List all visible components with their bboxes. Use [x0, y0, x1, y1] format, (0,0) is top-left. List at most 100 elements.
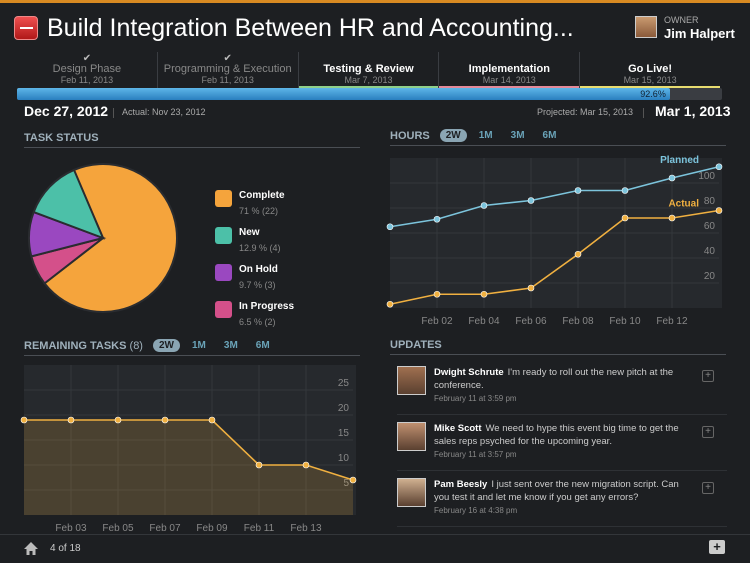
phase-name: Design Phase — [52, 63, 122, 75]
end-date: Mar 1, 2013 — [655, 103, 731, 119]
range-2w[interactable]: 2W — [152, 339, 180, 352]
range-3m[interactable]: 3M — [510, 130, 525, 141]
data-point[interactable] — [255, 461, 263, 469]
update-author[interactable]: Pam Beesly — [434, 479, 488, 490]
updates-title: UPDATES — [390, 339, 442, 351]
data-point[interactable] — [527, 284, 535, 292]
owner-label: OWNER — [664, 15, 699, 25]
series-line — [389, 165, 720, 228]
range-1m[interactable]: 1M — [478, 130, 493, 141]
pie-legend: Complete 71 % (22) New 12.9 % (4) On Hold 9.7… — [215, 190, 294, 338]
phase-tab[interactable]: ✔ Programming & Execution Feb 11, 2013 — [158, 52, 299, 88]
update-author[interactable]: Mike Scott — [434, 423, 482, 434]
legend-item: In Progress 6.5 % (2) — [215, 301, 294, 330]
update-item: Mike Scott We need to hype this event big… — [397, 422, 727, 471]
pie-slice-complete[interactable] — [43, 163, 178, 313]
data-point[interactable] — [433, 290, 441, 298]
home-icon[interactable] — [23, 541, 39, 556]
update-author[interactable]: Dwight Schrute — [434, 367, 504, 378]
check-icon — [580, 54, 720, 63]
range-1m[interactable]: 1M — [191, 340, 206, 351]
range-2w[interactable]: 2W — [439, 129, 467, 142]
task-status-header: TASK STATUS — [24, 132, 360, 148]
data-point[interactable] — [349, 476, 357, 484]
user-avatar[interactable] — [397, 366, 426, 395]
page-title: Build Integration Between HR and Account… — [47, 14, 574, 42]
divider — [643, 108, 644, 118]
phase-underline — [580, 86, 720, 88]
legend-name: In Progress — [239, 301, 295, 312]
data-point[interactable] — [621, 214, 629, 222]
data-point[interactable] — [621, 187, 629, 194]
user-avatar[interactable] — [397, 478, 426, 507]
phase-date: Feb 11, 2013 — [201, 75, 254, 85]
data-point[interactable] — [302, 461, 310, 469]
x-tick-label: Feb 03 — [55, 523, 87, 534]
reply-icon[interactable]: + — [702, 426, 714, 438]
update-time: February 11 at 3:59 pm — [434, 394, 517, 403]
phase-name: Testing & Review — [323, 63, 414, 75]
data-point[interactable] — [386, 300, 394, 308]
update-item: Pam Beesly I just sent over the new migra… — [397, 478, 727, 527]
data-point[interactable] — [574, 187, 582, 194]
phase-tab[interactable]: Testing & Review Mar 7, 2013 — [298, 52, 440, 88]
phase-underline — [439, 86, 580, 88]
data-point[interactable] — [527, 197, 535, 204]
phase-underline — [298, 86, 439, 88]
progress-bar: 92.6% — [17, 88, 722, 100]
owner-name[interactable]: Jim Halpert — [664, 26, 735, 41]
user-avatar[interactable] — [397, 422, 426, 451]
remaining-header: REMAINING TASKS (8) 2W 1M 3M 6M — [24, 339, 360, 356]
range-6m[interactable]: 6M — [542, 130, 557, 141]
legend-item: On Hold 9.7 % (3) — [215, 264, 294, 293]
y-tick-label: 60 — [704, 221, 716, 232]
progress-fill: 92.6% — [17, 88, 670, 100]
update-time: February 11 at 3:57 pm — [434, 450, 517, 459]
x-tick-label: Feb 06 — [515, 316, 547, 327]
data-point[interactable] — [574, 250, 582, 258]
reply-icon[interactable]: + — [702, 482, 714, 494]
data-point[interactable] — [668, 214, 676, 222]
data-point[interactable] — [480, 290, 488, 298]
x-tick-label: Feb 10 — [609, 316, 641, 327]
data-point[interactable] — [161, 416, 169, 424]
data-point[interactable] — [67, 416, 75, 424]
data-point[interactable] — [386, 223, 394, 231]
phase-tab[interactable]: ✔ Design Phase Feb 11, 2013 — [17, 52, 158, 88]
legend-value: 12.9 % (4) — [239, 243, 281, 253]
divider — [113, 108, 114, 118]
actual-date: Actual: Nov 23, 2012 — [122, 107, 206, 117]
legend-item: Complete 71 % (22) — [215, 190, 294, 219]
pie-slice-new[interactable] — [32, 168, 105, 240]
remaining-title: REMAINING TASKS (8) — [24, 340, 143, 352]
add-comment-icon[interactable]: + — [709, 540, 725, 554]
data-point[interactable] — [480, 202, 488, 209]
data-point[interactable] — [114, 416, 122, 424]
project-icon[interactable] — [14, 16, 38, 40]
data-point[interactable] — [20, 416, 28, 424]
legend-value: 9.7 % (3) — [239, 280, 276, 290]
x-tick-label: Feb 12 — [656, 316, 688, 327]
hours-chart: 20 40 60 80 100 Feb 02 Feb 04 Feb 06 Feb 08 Feb 1… — [386, 155, 723, 327]
data-point[interactable] — [715, 163, 723, 171]
phase-tab[interactable]: Go Live! Mar 15, 2013 — [580, 52, 720, 88]
phase-tab[interactable]: Implementation Mar 14, 2013 — [439, 52, 581, 88]
data-point[interactable] — [668, 174, 676, 182]
x-tick-label: Feb 11 — [244, 523, 275, 534]
y-tick-label: 20 — [704, 271, 716, 282]
check-icon — [439, 54, 579, 63]
legend-name: Complete — [239, 190, 285, 201]
data-point[interactable] — [433, 215, 441, 223]
update-time: February 16 at 4:38 pm — [434, 506, 518, 515]
range-3m[interactable]: 3M — [223, 340, 238, 351]
phase-name: Go Live! — [628, 63, 673, 75]
footer-bar: 4 of 18 + — [0, 534, 750, 563]
legend-swatch — [215, 190, 232, 207]
owner-avatar[interactable] — [635, 16, 657, 38]
reply-icon[interactable]: + — [702, 370, 714, 382]
legend-value: 6.5 % (2) — [239, 317, 276, 327]
y-tick-label: 10 — [338, 453, 350, 464]
range-6m[interactable]: 6M — [255, 340, 270, 351]
data-point[interactable] — [715, 207, 723, 214]
data-point[interactable] — [208, 416, 216, 424]
